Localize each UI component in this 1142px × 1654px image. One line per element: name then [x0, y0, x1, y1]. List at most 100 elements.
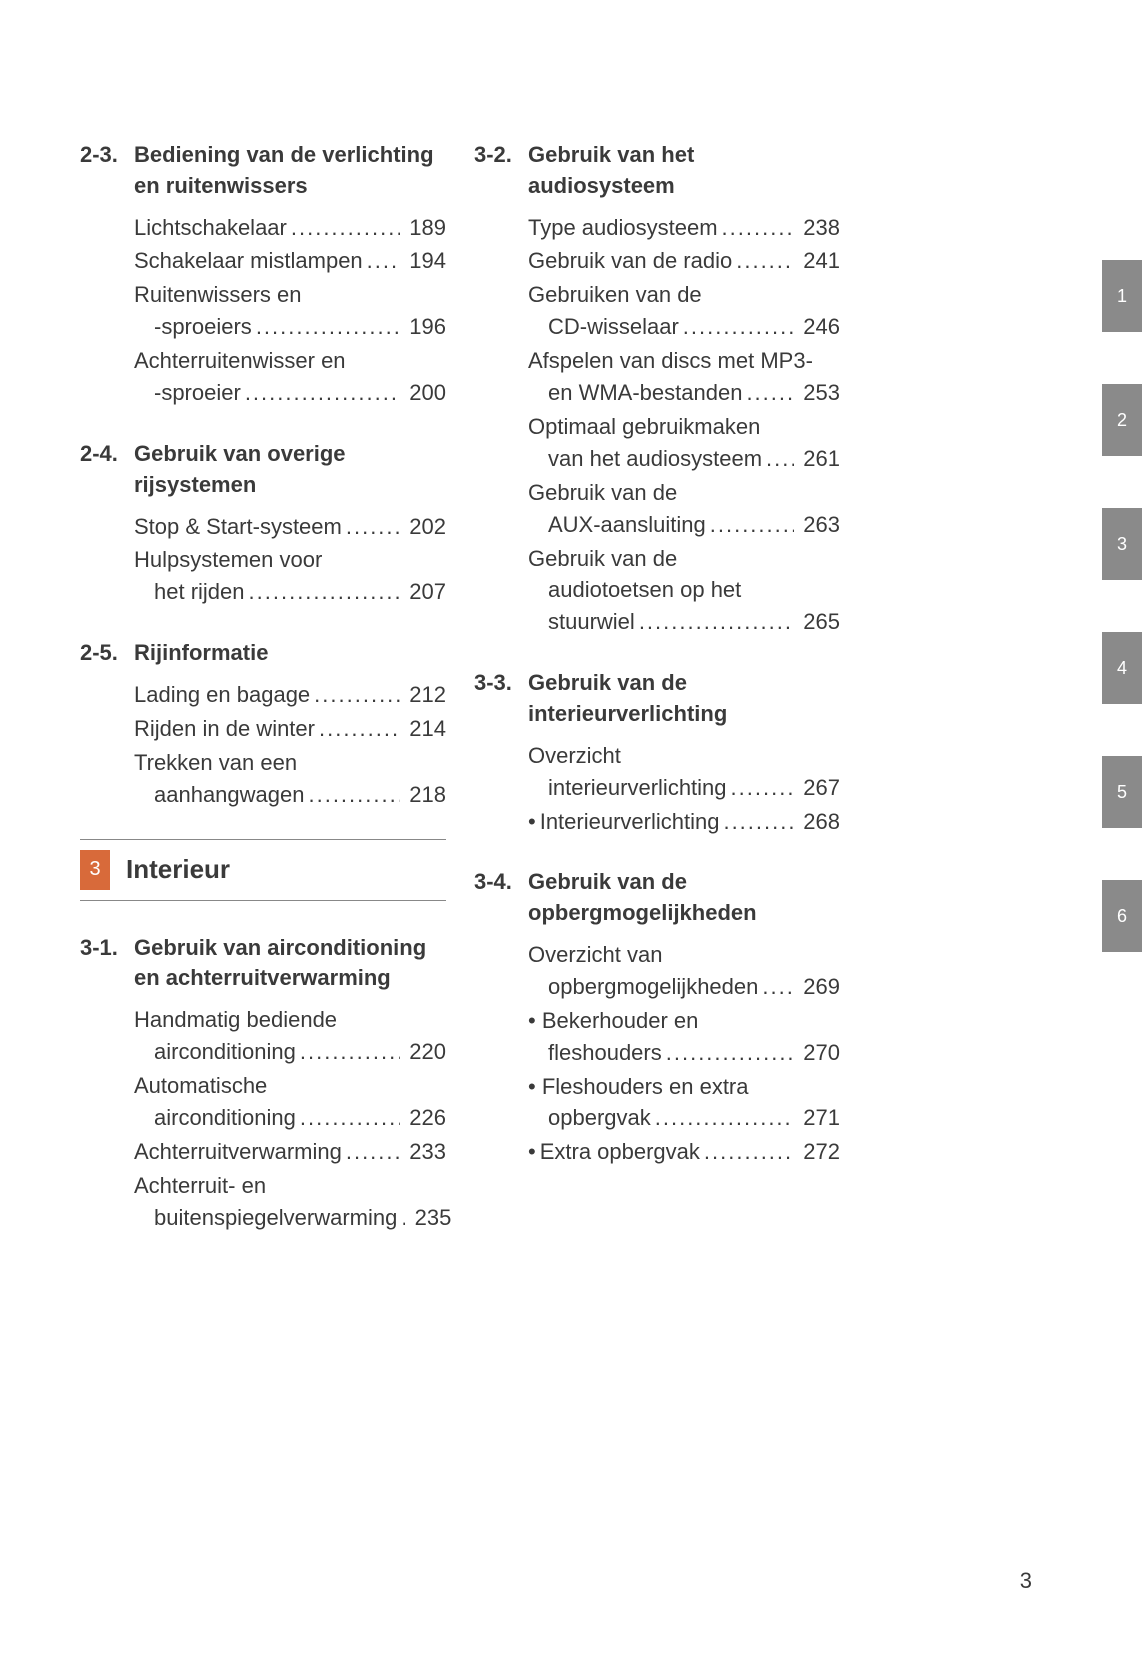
toc-label-line2: airconditioning [154, 1036, 296, 1068]
toc-page: 207 [400, 576, 446, 608]
toc-page: 253 [794, 377, 840, 409]
section-heading-3-1: 3-1. Gebruik van airconditioning en acht… [80, 933, 446, 995]
toc-dots: ........................................… [363, 245, 400, 277]
toc-label-line1: Ruitenwissers en [134, 279, 446, 311]
toc-page: 272 [794, 1136, 840, 1168]
toc-label: Interieurverlichting [540, 806, 720, 838]
toc-entry: stuurwiel ..............................… [528, 606, 840, 638]
toc-page: 271 [794, 1102, 840, 1134]
toc-label-line2a: audiotoetsen op het [548, 574, 840, 606]
toc-label-line2: van het audiosysteem [548, 443, 762, 475]
toc-entry: Schakelaar mistlampen ..................… [134, 245, 446, 277]
section-heading-3-2: 3-2. Gebruik van het audiosysteem [474, 140, 840, 202]
toc-dots: ........................................… [287, 212, 400, 244]
toc-entry: Rijden in de winter ....................… [134, 713, 446, 745]
section-title: Bediening van de verlichting en ruitenwi… [134, 140, 446, 202]
toc-label-line1: Afspelen van discs met MP3- [528, 345, 840, 377]
toc-entry: Lichtschakelaar ........................… [134, 212, 446, 244]
toc-page: 267 [794, 772, 840, 804]
toc-entry: airconditioning ........................… [134, 1102, 446, 1134]
toc-label-line2: aanhangwagen [154, 779, 304, 811]
toc-entry: buitenspiegelverwarming ................… [134, 1202, 446, 1234]
toc-dots: ........................................… [762, 443, 794, 475]
section-num: 3-2. [474, 140, 528, 202]
toc-page: 233 [400, 1136, 446, 1168]
toc-entry: opbergvak ..............................… [528, 1102, 840, 1134]
toc-dots: ........................................… [742, 377, 794, 409]
section-num: 3-4. [474, 867, 528, 929]
toc-page: 268 [794, 806, 840, 838]
toc-page: 212 [400, 679, 446, 711]
section-num: 2-5. [80, 638, 134, 669]
toc-label-line2: fleshouders [548, 1037, 662, 1069]
section-title: Gebruik van de interieurverlichting [528, 668, 840, 730]
toc-entry: airconditioning ........................… [134, 1036, 446, 1068]
toc-label-line2: interieurverlichting [548, 772, 727, 804]
toc-label-line2: en WMA-bestanden [548, 377, 742, 409]
toc-entry: fleshouders ............................… [528, 1037, 840, 1069]
bullet-icon: • [528, 1136, 536, 1168]
toc-label-line1: Gebruiken van de [528, 279, 840, 311]
toc-label: Lading en bagage [134, 679, 310, 711]
section-title: Rijinformatie [134, 638, 446, 669]
toc-dots: ........................................… [342, 511, 400, 543]
toc-label: Lichtschakelaar [134, 212, 287, 244]
toc-dots: ........................................… [296, 1102, 400, 1134]
section-heading-3-3: 3-3. Gebruik van de interieurverlichting [474, 668, 840, 730]
toc-label-line2: -sproeier [154, 377, 241, 409]
toc-label-line1: Gebruik van de [528, 477, 840, 509]
side-tab-3[interactable]: 3 [1102, 508, 1142, 580]
toc-dots: ........................................… [651, 1102, 794, 1134]
toc-dots: ........................................… [758, 971, 794, 1003]
toc-entry: interieurverlichting ...................… [528, 772, 840, 804]
toc-label-line2: buitenspiegelverwarming [154, 1202, 397, 1234]
side-tab-4[interactable]: 4 [1102, 632, 1142, 704]
toc-page: 261 [794, 443, 840, 475]
toc-label: Extra opbergvak [540, 1136, 700, 1168]
toc-label-line2: het rijden [154, 576, 245, 608]
toc-entry: aanhangwagen ...........................… [134, 779, 446, 811]
bullet-icon: • [528, 806, 536, 838]
toc-label-line1: Gebruik van de [528, 543, 840, 575]
side-tabs: 1 2 3 4 5 6 [1102, 260, 1142, 952]
toc-entry: Achterruitverwarming ...................… [134, 1136, 446, 1168]
toc-label-line2: CD-wisselaar [548, 311, 679, 343]
toc-entry: AUX-aansluiting ........................… [528, 509, 840, 541]
page-number: 3 [1020, 1568, 1032, 1594]
chapter-title: Interieur [126, 854, 230, 885]
toc-dots: ........................................… [315, 713, 400, 745]
bullet-icon: • [528, 1008, 536, 1033]
side-tab-2[interactable]: 2 [1102, 384, 1142, 456]
toc-label-line1: Overzicht van [528, 939, 840, 971]
side-tab-1[interactable]: 1 [1102, 260, 1142, 332]
left-column: 2-3. Bediening van de verlichting en rui… [80, 140, 446, 1235]
toc-label: Schakelaar mistlampen [134, 245, 363, 277]
toc-dots: ........................................… [718, 212, 794, 244]
toc-dots: ........................................… [245, 576, 400, 608]
toc-page: 220 [400, 1036, 446, 1068]
toc-entry: Lading en bagage .......................… [134, 679, 446, 711]
toc-entry: Type audiosysteem ......................… [528, 212, 840, 244]
toc-label-line1: Achterruit- en [134, 1170, 446, 1202]
side-tab-5[interactable]: 5 [1102, 756, 1142, 828]
section-title: Gebruik van het audiosysteem [528, 140, 840, 202]
section-title: Gebruik van overige rijsystemen [134, 439, 446, 501]
toc-label-line1: Fleshouders en extra [542, 1074, 749, 1099]
toc-label-line2: opbergvak [548, 1102, 651, 1134]
right-column: 3-2. Gebruik van het audiosysteem Type a… [474, 140, 840, 1235]
toc-dots: ........................................… [635, 606, 794, 638]
toc-label: Stop & Start-systeem [134, 511, 342, 543]
toc-page: 269 [794, 971, 840, 1003]
toc-dots: ........................................… [296, 1036, 400, 1068]
toc-label: Type audiosysteem [528, 212, 718, 244]
toc-entry: CD-wisselaar ...........................… [528, 311, 840, 343]
side-tab-6[interactable]: 6 [1102, 880, 1142, 952]
toc-entry: van het audiosysteem ...................… [528, 443, 840, 475]
toc-dots: ........................................… [304, 779, 400, 811]
toc-dots: ........................................… [727, 772, 794, 804]
chapter-divider: 3 Interieur [80, 839, 446, 901]
toc-label-line2: stuurwiel [548, 606, 635, 638]
toc-dots: ........................................… [679, 311, 794, 343]
toc-label: Rijden in de winter [134, 713, 315, 745]
toc-label-line1: Hulpsystemen voor [134, 544, 446, 576]
